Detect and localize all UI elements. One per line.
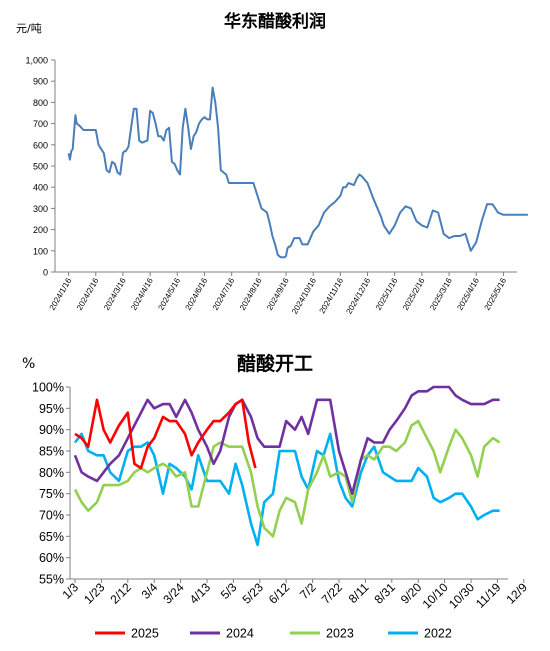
operating-rate-chart-title: 醋酸开工 bbox=[237, 352, 313, 375]
operating-rate-legend: 2025 2024 2023 2022 bbox=[95, 627, 452, 641]
profit-series bbox=[67, 86, 528, 259]
operating-rate-x-tick-label: 11/19 bbox=[473, 580, 504, 611]
operating-rate-x-tick-label: 3/24 bbox=[160, 580, 187, 607]
operating-rate-x-tick-label: 1/23 bbox=[81, 580, 108, 607]
profit-chart-title: 华东醋酸利润 bbox=[224, 11, 326, 32]
profit-x-tick-label: 2024/6/16 bbox=[184, 276, 210, 312]
profit-y-tick-label: 500 bbox=[33, 162, 48, 172]
operating-rate-chart-ylabel: % bbox=[22, 356, 35, 372]
profit-x-tick-label: 2024/10/16 bbox=[290, 276, 318, 316]
operating-rate-y-tick-label: 55% bbox=[39, 573, 64, 587]
profit-x-tick-label: 2025/5/16 bbox=[483, 276, 509, 312]
operating-rate-x-tick-labels: 1/3 1/23 2/12 3/4 3/24 4/13 5/3 5/23 6/12 7/2 7/22… bbox=[59, 579, 530, 611]
series-line-2022 bbox=[73, 432, 500, 547]
profit-y-tick-label: 100 bbox=[33, 246, 48, 256]
operating-rate-series bbox=[73, 385, 501, 547]
series-line-2023 bbox=[73, 419, 501, 538]
operating-rate-y-tick-label: 65% bbox=[39, 530, 64, 544]
operating-rate-x-tick-label: 10/30 bbox=[446, 580, 477, 611]
legend-label-2024: 2024 bbox=[226, 627, 254, 641]
profit-x-tick-label: 2024/8/16 bbox=[238, 276, 264, 312]
operating-rate-y-tick-label: 95% bbox=[39, 402, 64, 416]
operating-rate-y-tick-labels: 55% 60% 65% 70% 75% 80% 85% 90% 95% 100% bbox=[32, 381, 70, 587]
profit-x-tick-label: 2024/12/16 bbox=[344, 276, 372, 316]
profit-x-tick-label: 2025/1/16 bbox=[374, 276, 400, 312]
profit-x-tick-label: 2025/2/16 bbox=[401, 276, 427, 312]
legend-label-2025: 2025 bbox=[131, 627, 159, 641]
operating-rate-x-tick-label: 8/31 bbox=[372, 580, 399, 607]
operating-rate-y-tick-label: 90% bbox=[39, 423, 64, 437]
profit-series-line bbox=[67, 86, 528, 259]
profit-y-tick-label: 0 bbox=[43, 268, 48, 278]
profit-x-tick-labels: 2024/1/16 2024/2/16 2024/3/16 2024/4/16 2024… bbox=[48, 272, 509, 316]
series-line-2025 bbox=[74, 398, 257, 470]
profit-y-tick-label: 900 bbox=[33, 77, 48, 87]
profit-x-tick-label: 2024/4/16 bbox=[129, 276, 155, 312]
operating-rate-x-tick-label: 7/2 bbox=[297, 580, 319, 602]
profit-y-tick-label: 600 bbox=[33, 140, 48, 150]
profit-y-tick-label: 700 bbox=[33, 119, 48, 129]
profit-x-tick-label: 2024/1/16 bbox=[48, 276, 74, 312]
profit-x-tick-label: 2025/4/16 bbox=[455, 276, 481, 312]
operating-rate-x-tick-label: 8/11 bbox=[346, 580, 372, 606]
profit-y-tick-label: 1,000 bbox=[25, 56, 48, 66]
operating-rate-x-tick-label: 3/4 bbox=[139, 580, 161, 602]
legend-label-2022: 2022 bbox=[424, 627, 452, 641]
operating-rate-y-tick-label: 60% bbox=[39, 551, 64, 565]
operating-rate-x-tick-label: 5/23 bbox=[240, 580, 267, 607]
profit-x-tick-label: 2024/11/16 bbox=[318, 276, 346, 315]
profit-x-tick-label: 2024/2/16 bbox=[75, 276, 101, 312]
profit-x-tick-label: 2024/3/16 bbox=[102, 276, 128, 312]
profit-y-tick-label: 300 bbox=[33, 204, 48, 214]
profit-y-tick-label: 200 bbox=[33, 225, 48, 235]
operating-rate-y-tick-label: 75% bbox=[39, 487, 64, 501]
operating-rate-x-tick-label: 12/9 bbox=[504, 580, 531, 607]
operating-rate-x-tick-label: 7/22 bbox=[319, 580, 346, 607]
profit-x-tick-label: 2025/3/16 bbox=[428, 276, 454, 312]
operating-rate-y-tick-label: 80% bbox=[39, 466, 64, 480]
operating-rate-x-tick-label: 4/13 bbox=[187, 580, 214, 607]
operating-rate-y-tick-label: 100% bbox=[32, 381, 64, 395]
profit-x-tick-label: 2024/9/16 bbox=[265, 276, 291, 312]
profit-chart-ylabel: 元/吨 bbox=[16, 22, 42, 35]
profit-x-tick-label: 2024/5/16 bbox=[156, 276, 182, 312]
operating-rate-x-tick-label: 2/12 bbox=[108, 580, 135, 607]
series-line-2024 bbox=[73, 385, 500, 495]
operating-rate-chart: 醋酸开工 % 55% 60% 65% 70% 75% 80% 85% 90% 95% 100% 1… bbox=[22, 352, 530, 641]
operating-rate-y-tick-label: 85% bbox=[39, 445, 64, 459]
operating-rate-y-tick-label: 70% bbox=[39, 509, 64, 523]
operating-rate-x-tick-label: 6/12 bbox=[266, 580, 293, 607]
profit-y-tick-label: 400 bbox=[33, 183, 48, 193]
profit-y-tick-labels: 0 100 200 300 400 500 600 700 800 900 1,000 bbox=[25, 56, 55, 278]
profit-x-tick-label: 2024/7/16 bbox=[211, 276, 237, 312]
profit-chart: 华东醋酸利润 元/吨 0 100 200 300 400 500 600 700 800 900 1… bbox=[16, 11, 528, 316]
profit-y-tick-label: 800 bbox=[33, 98, 48, 108]
operating-rate-x-tick-label: 10/10 bbox=[420, 580, 451, 611]
operating-rate-x-tick-label: 5/3 bbox=[218, 580, 240, 602]
legend-label-2023: 2023 bbox=[326, 627, 354, 641]
